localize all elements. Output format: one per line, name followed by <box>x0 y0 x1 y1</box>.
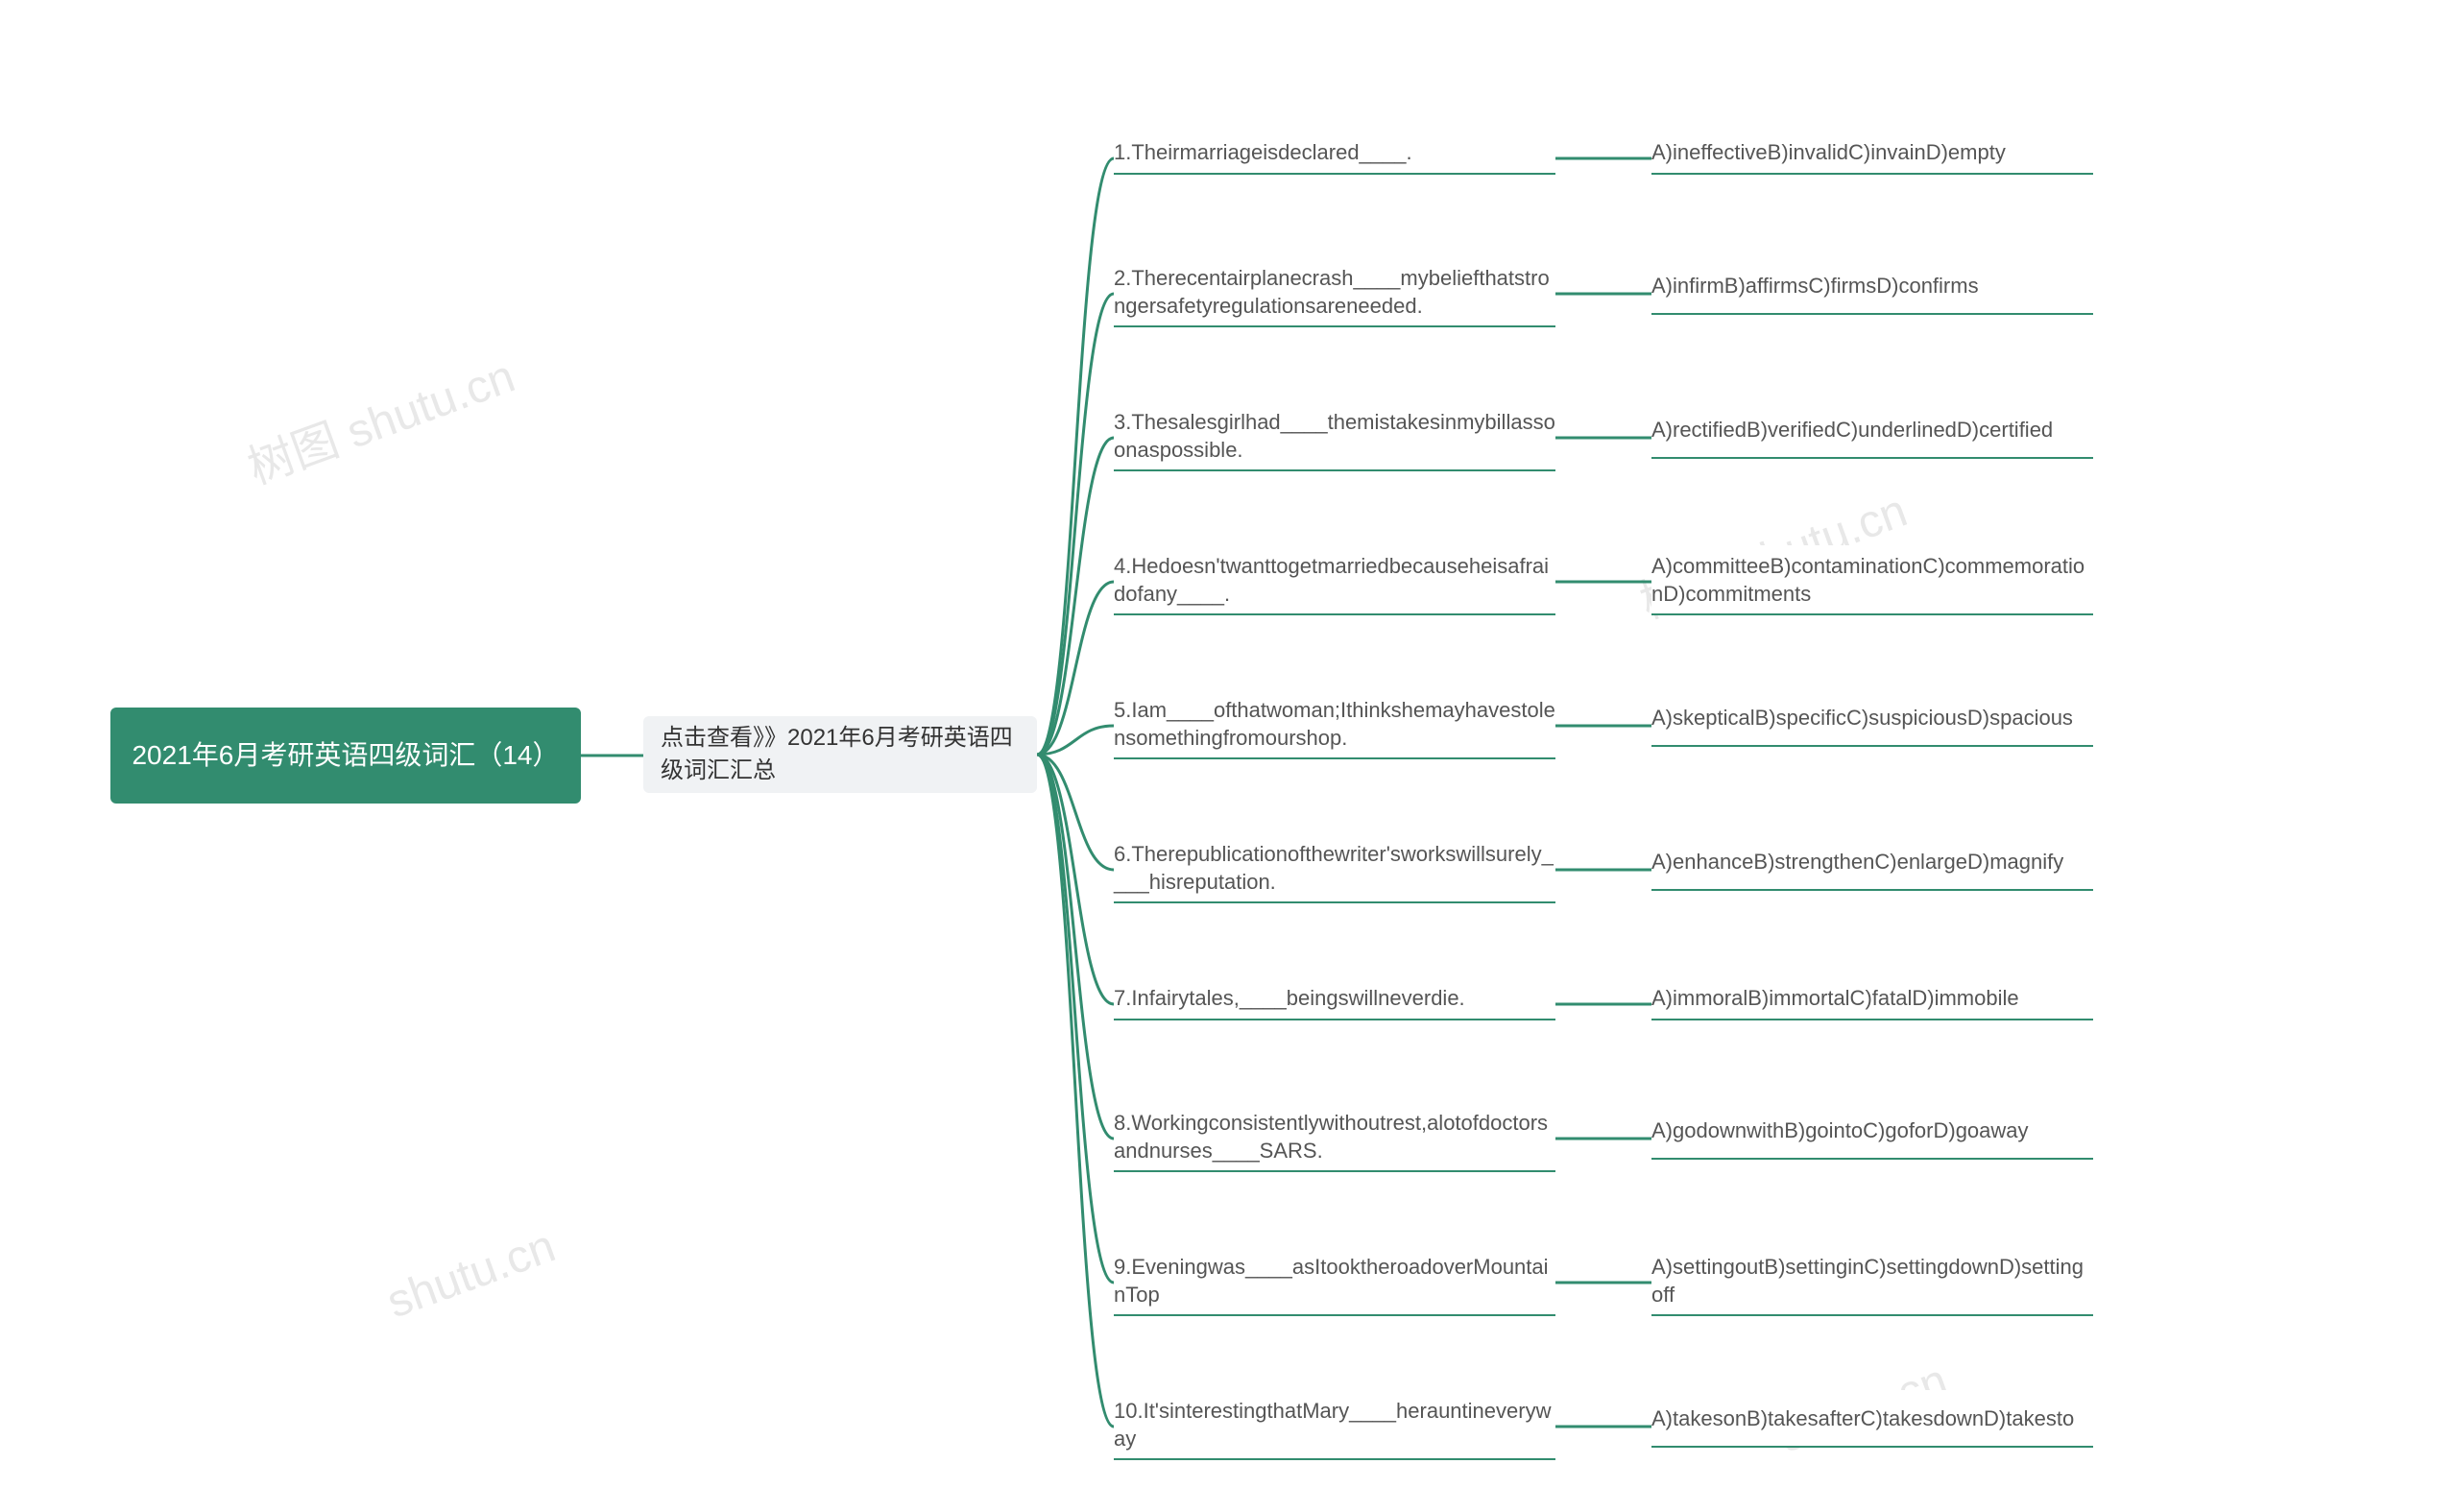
question-text: 6.Therepublicationofthewriter'sworkswill… <box>1114 841 1555 896</box>
level1-node: 点击查看》》2021年6月考研英语四级词汇汇总 <box>643 716 1037 793</box>
answer-text: A)settingoutB)settinginC)settingdownD)se… <box>1651 1254 2093 1308</box>
mindmap-container: 树图 shutu.cn 树图 shutu.cn shutu.cn shutu.c… <box>0 0 2458 1512</box>
answer-text: A)enhanceB)strengthenC)enlargeD)magnify <box>1651 849 2063 876</box>
root-label: 2021年6月考研英语四级词汇（14） <box>132 735 559 776</box>
question-text: 9.Eveningwas____asItooktheroadoverMounta… <box>1114 1254 1555 1308</box>
question-text: 2.Therecentairplanecrash____mybeliefthat… <box>1114 265 1555 320</box>
root-node: 2021年6月考研英语四级词汇（14） <box>110 708 581 804</box>
question-text: 7.Infairytales,____beingswillneverdie. <box>1114 985 1465 1013</box>
question-node: 9.Eveningwas____asItooktheroadoverMounta… <box>1114 1246 1555 1316</box>
watermark: 树图 shutu.cn <box>237 338 522 496</box>
answer-node: A)settingoutB)settinginC)settingdownD)se… <box>1651 1246 2093 1316</box>
question-text: 4.Hedoesn'twanttogetmarriedbecauseheisaf… <box>1114 553 1555 608</box>
watermark: shutu.cn <box>380 1220 562 1330</box>
level1-label: 点击查看》》2021年6月考研英语四级词汇汇总 <box>661 722 1020 786</box>
answer-text: A)godownwithB)gointoC)goforD)goaway <box>1651 1117 2029 1145</box>
answer-text: A)skepticalB)specificC)suspiciousD)spaci… <box>1651 705 2073 732</box>
question-node: 3.Thesalesgirlhad____themistakesinmybill… <box>1114 401 1555 471</box>
answer-node: A)ineffectiveB)invalidC)invainD)empty <box>1651 132 2093 175</box>
answer-node: A)enhanceB)strengthenC)enlargeD)magnify <box>1651 833 2093 891</box>
question-node: 10.It'sinterestingthatMary____herauntine… <box>1114 1390 1555 1460</box>
answer-node: A)skepticalB)specificC)suspiciousD)spaci… <box>1651 689 2093 747</box>
answer-text: A)infirmB)affirmsC)firmsD)confirms <box>1651 273 1979 300</box>
question-node: 6.Therepublicationofthewriter'sworkswill… <box>1114 833 1555 903</box>
question-node: 8.Workingconsistentlywithoutrest,alotofd… <box>1114 1102 1555 1172</box>
question-text: 5.Iam____ofthatwoman;Ithinkshemayhavesto… <box>1114 697 1555 752</box>
answer-node: A)committeeB)contaminationC)commemoratio… <box>1651 545 2093 615</box>
question-node: 5.Iam____ofthatwoman;Ithinkshemayhavesto… <box>1114 689 1555 759</box>
answer-node: A)infirmB)affirmsC)firmsD)confirms <box>1651 257 2093 315</box>
question-node: 4.Hedoesn'twanttogetmarriedbecauseheisaf… <box>1114 545 1555 615</box>
answer-text: A)ineffectiveB)invalidC)invainD)empty <box>1651 139 2006 167</box>
answer-text: A)rectifiedB)verifiedC)underlinedD)certi… <box>1651 417 2053 444</box>
question-text: 10.It'sinterestingthatMary____herauntine… <box>1114 1398 1555 1452</box>
answer-text: A)immoralB)immortalC)fatalD)immobile <box>1651 985 2019 1013</box>
answer-node: A)godownwithB)gointoC)goforD)goaway <box>1651 1102 2093 1160</box>
question-text: 8.Workingconsistentlywithoutrest,alotofd… <box>1114 1110 1555 1164</box>
question-node: 2.Therecentairplanecrash____mybeliefthat… <box>1114 257 1555 327</box>
answer-node: A)immoralB)immortalC)fatalD)immobile <box>1651 977 2093 1020</box>
answer-node: A)rectifiedB)verifiedC)underlinedD)certi… <box>1651 401 2093 459</box>
answer-text: A)committeeB)contaminationC)commemoratio… <box>1651 553 2093 608</box>
answer-node: A)takesonB)takesafterC)takesdownD)takest… <box>1651 1390 2093 1448</box>
question-text: 1.Theirmarriageisdeclared____. <box>1114 139 1412 167</box>
question-node: 7.Infairytales,____beingswillneverdie. <box>1114 977 1555 1020</box>
answer-text: A)takesonB)takesafterC)takesdownD)takest… <box>1651 1405 2074 1433</box>
question-text: 3.Thesalesgirlhad____themistakesinmybill… <box>1114 409 1555 464</box>
question-node: 1.Theirmarriageisdeclared____. <box>1114 132 1555 175</box>
